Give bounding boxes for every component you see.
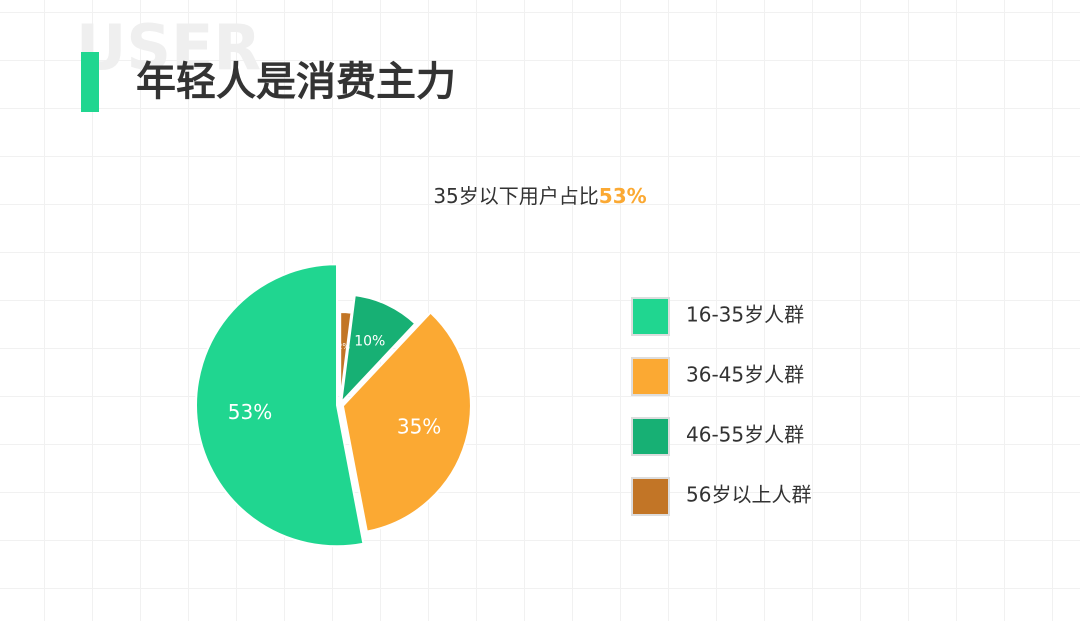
legend-swatch: [631, 357, 670, 396]
data-label: 2%: [337, 342, 350, 351]
legend-label: 16-35岁人群: [686, 303, 804, 327]
legend-swatch: [631, 297, 670, 336]
subtitle-highlight: 53%: [599, 184, 647, 208]
subtitle: 35岁以下用户占比53%: [433, 184, 646, 208]
legend-swatch: [631, 477, 670, 516]
chart-title: 年轻人是消费主力: [136, 59, 456, 105]
pie-slice: [195, 263, 365, 548]
data-label: 10%: [354, 334, 385, 350]
legend-label: 36-45岁人群: [686, 363, 804, 387]
subtitle-text: 35岁以下用户占比: [433, 184, 598, 208]
pie-slice: [339, 311, 353, 403]
legend-swatch: [631, 417, 670, 456]
legend-label: 46-55岁人群: [686, 423, 804, 447]
title-bar: [81, 52, 99, 112]
pie-slice: [341, 311, 472, 533]
watermark: USER: [76, 11, 261, 84]
data-label: 35%: [397, 414, 441, 438]
legend-label: 56岁以上人群: [686, 483, 811, 507]
pie-slice: [339, 294, 417, 406]
data-label: 53%: [228, 400, 272, 424]
